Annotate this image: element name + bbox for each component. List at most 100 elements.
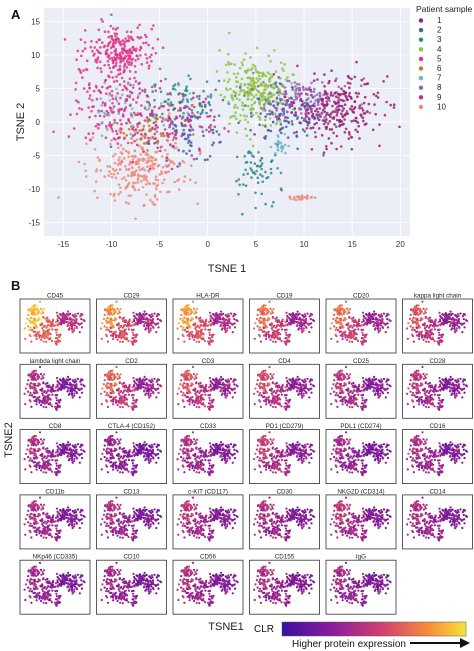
point-sample-3 — [172, 123, 175, 126]
point-sample-4 — [252, 81, 256, 85]
facet-point — [156, 318, 159, 321]
facet-point — [71, 319, 74, 322]
facet-point — [31, 377, 34, 380]
facet-point — [214, 320, 217, 323]
point-sample-5 — [80, 108, 84, 111]
point-sample-10 — [125, 185, 128, 188]
legend-label-10: 10 — [437, 102, 446, 111]
point-sample-4 — [257, 79, 260, 82]
point-sample-3 — [239, 85, 242, 88]
point-sample-10 — [137, 165, 141, 169]
facet-point — [59, 383, 62, 386]
point-sample-5 — [143, 33, 147, 37]
facet-point — [308, 315, 311, 318]
point-sample-4 — [235, 80, 238, 83]
point-sample-3 — [181, 92, 184, 96]
facet-point — [111, 378, 114, 381]
point-sample-5 — [123, 62, 126, 66]
facet-point — [303, 324, 306, 327]
facet-point — [125, 336, 128, 339]
point-sample-5 — [104, 102, 107, 105]
facet-point — [459, 322, 462, 325]
point-sample-10 — [300, 196, 303, 200]
facet-point — [260, 306, 263, 310]
point-sample-4 — [242, 58, 246, 62]
point-sample-10 — [154, 178, 158, 181]
point-sample-5 — [100, 70, 103, 74]
facet-point — [128, 383, 131, 386]
point-sample-1 — [347, 130, 351, 134]
point-sample-5 — [87, 106, 90, 109]
point-sample-2 — [187, 141, 190, 144]
point-sample-4 — [243, 83, 246, 87]
facet-point — [54, 407, 58, 410]
facet-point — [114, 310, 117, 313]
facet-point — [55, 376, 59, 380]
point-sample-2 — [291, 123, 294, 126]
point-sample-5 — [122, 65, 126, 68]
facet-point — [69, 318, 72, 321]
point-sample-3 — [279, 171, 283, 175]
facet-point — [330, 322, 333, 325]
point-sample-4 — [293, 89, 297, 93]
facet-point — [50, 339, 54, 343]
facet-point — [184, 321, 187, 324]
facet-point — [68, 327, 71, 330]
point-sample-5 — [146, 95, 150, 98]
point-sample-10 — [109, 192, 112, 196]
point-sample-1 — [352, 119, 356, 122]
point-sample-3 — [159, 90, 163, 94]
point-sample-9 — [208, 114, 212, 118]
point-sample-5 — [131, 45, 135, 49]
facet-point — [121, 317, 124, 320]
point-sample-4 — [246, 86, 249, 89]
point-sample-5 — [156, 38, 160, 41]
facet-point — [209, 319, 212, 323]
facet-point — [385, 315, 388, 318]
point-sample-5 — [81, 76, 84, 79]
point-sample-10 — [167, 158, 171, 162]
legend-label-4: 4 — [437, 45, 442, 54]
facet-point — [107, 372, 110, 375]
facet-point — [183, 309, 186, 312]
point-sample-9 — [190, 154, 193, 157]
facet-point — [339, 326, 342, 330]
facet-point — [134, 406, 137, 409]
point-sample-5 — [138, 37, 141, 40]
facet-point — [183, 405, 186, 408]
point-sample-5 — [134, 80, 138, 83]
point-sample-3 — [203, 105, 207, 109]
facet-point — [121, 340, 124, 343]
facet-point — [74, 313, 77, 316]
point-sample-3 — [151, 90, 154, 93]
point-sample-5 — [81, 49, 85, 53]
point-sample-4 — [279, 102, 283, 105]
point-sample-8 — [296, 116, 300, 119]
point-sample-5 — [150, 53, 153, 57]
facet-point — [195, 381, 198, 384]
facet-point — [121, 320, 125, 323]
point-sample-5 — [96, 56, 100, 59]
point-sample-10 — [148, 182, 152, 186]
point-sample-10 — [120, 177, 124, 181]
point-sample-7 — [103, 111, 106, 115]
point-sample-10 — [151, 162, 155, 165]
facet-point — [130, 405, 133, 408]
point-sample-5 — [107, 54, 111, 58]
point-sample-10 — [151, 200, 154, 204]
facet-point — [105, 386, 109, 389]
facet-point — [119, 336, 122, 339]
facet-point — [46, 330, 50, 333]
point-sample-4 — [251, 144, 255, 148]
facet-point — [75, 315, 78, 318]
point-sample-4 — [277, 88, 280, 92]
point-sample-4 — [235, 117, 238, 121]
facet-point — [306, 322, 309, 325]
facet-point — [269, 338, 272, 341]
point-sample-5 — [121, 42, 125, 46]
point-sample-1 — [341, 109, 344, 113]
point-sample-1 — [323, 110, 327, 114]
point-sample-7 — [143, 105, 147, 109]
point-sample-1 — [325, 145, 328, 148]
point-sample-10 — [147, 157, 150, 160]
